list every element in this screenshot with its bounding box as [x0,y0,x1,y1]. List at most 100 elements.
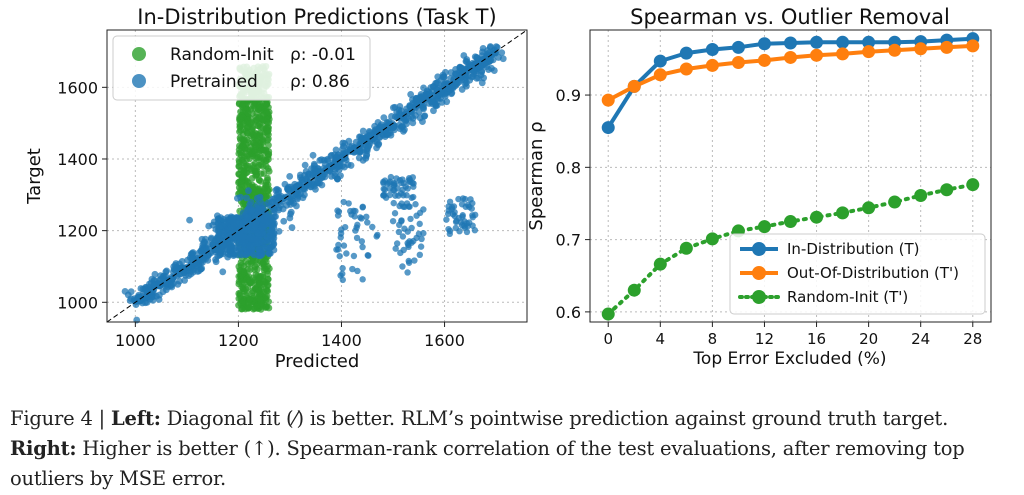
scatter-point-pretrained [359,243,366,251]
scatter-point-random-init [252,271,260,279]
scatter-point-pretrained [219,215,227,223]
scatter-point-pretrained [280,195,287,202]
scatter-point-pretrained [321,170,329,178]
figure-caption: Figure 4 | Left: Diagonal fit (⁄) is bet… [10,404,1020,494]
scatter-point-pretrained [357,148,365,156]
scatter-point-pretrained [411,257,418,264]
scatter-point-pretrained [467,196,474,203]
scatter-point-pretrained [219,268,227,276]
scatter-point-random-init [237,259,245,267]
scatter-point-pretrained [380,114,388,122]
left-y-tick-label: 1200 [57,222,98,241]
scatter-point-pretrained [409,119,417,127]
scatter-point-random-init [264,174,271,182]
scatter-point-pretrained [235,245,242,253]
scatter-point-pretrained [286,172,294,180]
right-x-tick-label: 20 [859,330,878,348]
scatter-point-pretrained [400,127,407,135]
data-point-out-of-distribution [888,43,902,57]
scatter-point-pretrained [408,113,415,121]
right-x-tick-label: 28 [963,330,982,348]
scatter-point-pretrained [339,270,346,278]
scatter-point-random-init [255,176,263,184]
right-chart-title: Spearman vs. Outlier Removal [630,5,950,29]
scatter-point-pretrained [385,179,393,186]
scatter-point-pretrained [446,227,454,235]
scatter-point-pretrained [258,205,266,213]
scatter-point-pretrained [410,180,417,187]
scatter-point-pretrained [420,84,427,92]
scatter-point-pretrained [261,244,269,252]
scatter-point-random-init [259,272,267,279]
legend-stat-random-init: ρ: -0.01 [290,45,356,65]
scatter-point-pretrained [246,242,254,250]
scatter-point-pretrained [350,148,358,156]
scatter-point-pretrained [463,82,470,90]
scatter-point-random-init [239,101,247,109]
scatter-point-pretrained [181,277,189,284]
right-x-tick-label: 0 [603,330,613,348]
scatter-point-pretrained [243,194,250,202]
scatter-point-pretrained [246,234,253,242]
data-point-in-distribution [705,43,719,57]
data-point-out-of-distribution [679,62,693,76]
scatter-point-pretrained [333,154,340,162]
scatter-point-pretrained [408,224,415,232]
scatter-point-pretrained [121,287,129,295]
data-point-out-of-distribution [627,79,641,93]
scatter-point-pretrained [484,52,492,59]
scatter-point-pretrained [215,231,223,238]
left-y-axis-label: Target [24,148,45,205]
scatter-point-pretrained [412,94,420,102]
scatter-point-random-init [262,296,270,304]
scatter-point-pretrained [407,91,415,98]
data-point-out-of-distribution [757,53,771,67]
scatter-point-pretrained [350,252,358,260]
scatter-point-pretrained [440,80,448,88]
scatter-point-pretrained [230,222,238,230]
right-x-ticks: 0 4 8 12 16 20 24 28 [603,322,982,348]
scatter-point-pretrained [359,203,366,210]
data-point-random-init [705,232,719,246]
scatter-point-pretrained [416,220,423,228]
scatter-point-pretrained [188,255,196,263]
scatter-point-pretrained [354,267,361,275]
scatter-point-pretrained [439,71,447,79]
scatter-point-pretrained [339,265,346,272]
caption-prefix: Figure 4 | [10,407,112,430]
scatter-point-pretrained [327,152,335,160]
scatter-point-random-init [244,109,252,117]
data-point-out-of-distribution [966,39,980,53]
left-x-ticks: 1000 1200 1400 1600 [115,322,465,350]
legend-label-random-init-right: Random-Init (T') [787,288,908,306]
scatter-point-pretrained [182,271,189,279]
scatter-point-random-init [255,287,263,295]
scatter-point-pretrained [225,231,233,239]
left-panel: In-Distribution Predictions (Task T) 100… [24,5,528,372]
left-x-tick-label: 1200 [218,331,259,350]
scatter-point-random-init [259,137,267,145]
scatter-point-pretrained [150,280,158,288]
scatter-point-pretrained [386,191,394,199]
scatter-point-random-init [246,279,253,286]
scatter-point-pretrained [419,118,426,126]
data-point-out-of-distribution [784,50,797,64]
scatter-point-pretrained [233,194,241,202]
scatter-point-random-init [257,104,265,112]
scatter-point-pretrained [248,206,256,214]
caption-right-text: Higher is better (↑). Spearman-rank corr… [10,437,965,490]
scatter-point-pretrained [461,222,468,230]
right-x-tick-label: 12 [755,330,774,348]
scatter-point-pretrained [369,223,376,231]
scatter-point-random-init [236,291,244,299]
scatter-point-pretrained [401,225,408,232]
scatter-point-random-init [235,162,243,170]
data-point-random-init [757,220,771,234]
right-y-tick-label: 0.7 [556,231,581,250]
caption-right-label: Right: [10,437,77,460]
scatter-point-random-init [253,130,261,138]
scatter-point-pretrained [399,233,407,240]
scatter-point-pretrained [389,217,397,225]
scatter-point-pretrained [358,215,365,222]
scatter-point-pretrained [399,263,406,270]
